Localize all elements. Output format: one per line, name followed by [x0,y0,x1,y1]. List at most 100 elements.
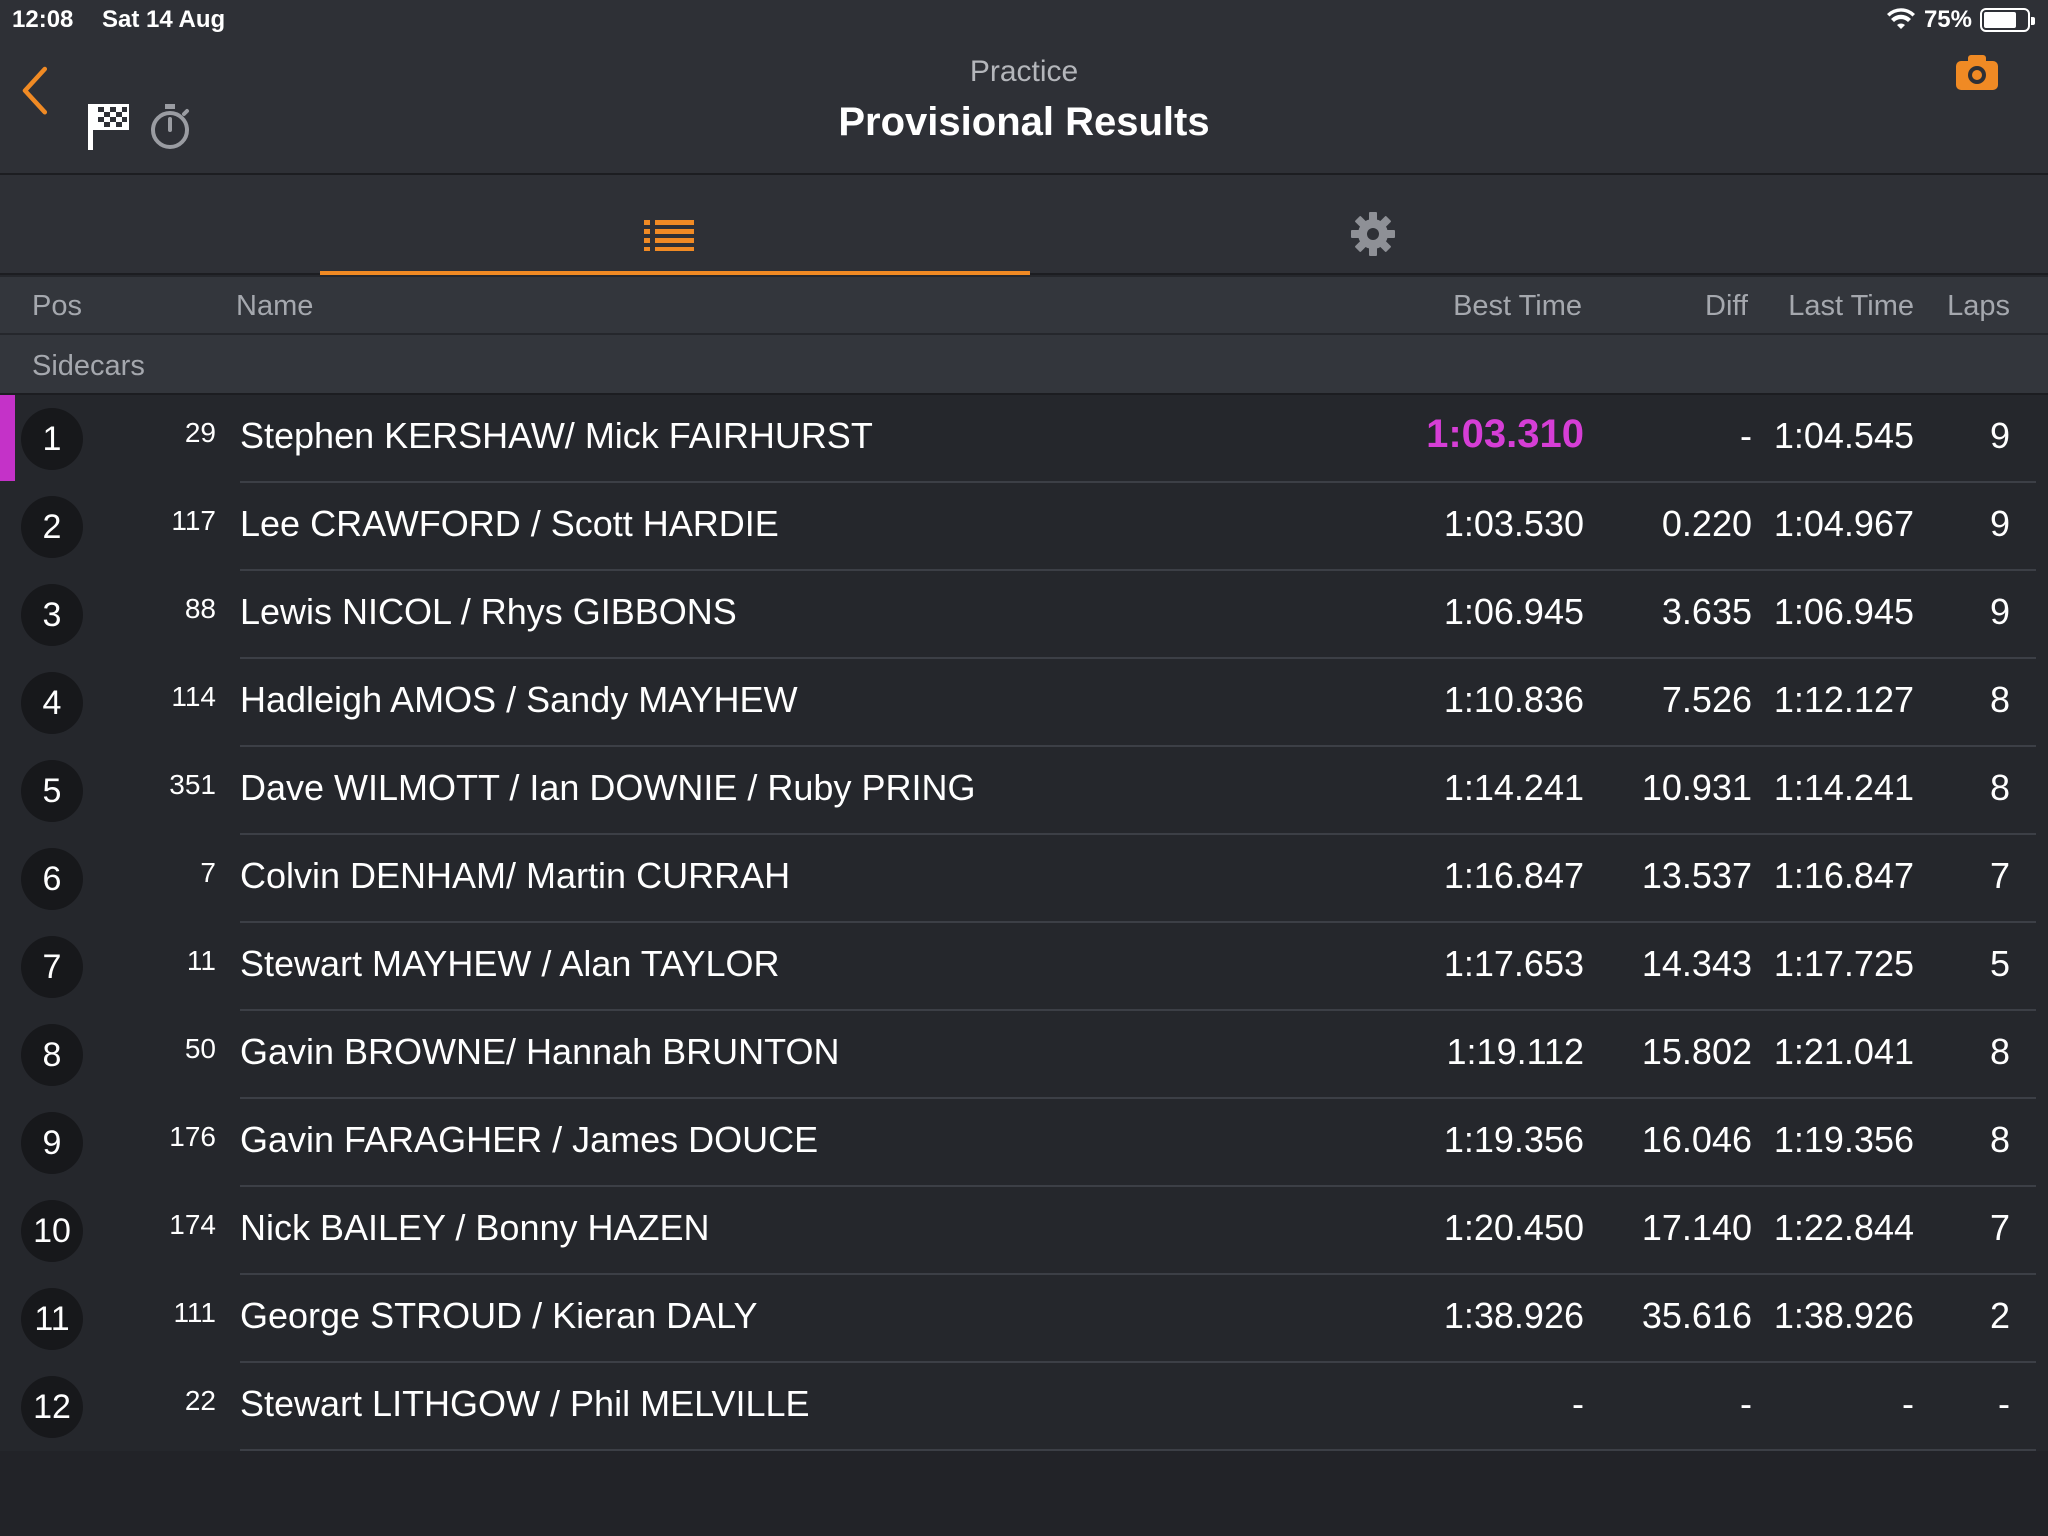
position-badge: 12 [21,1376,83,1438]
class-group-header: Sidecars [0,335,2048,395]
driver-names: George STROUD / Kieran DALY [240,1295,758,1336]
stopwatch-icon[interactable] [148,102,192,152]
driver-names: Lee CRAWFORD / Scott HARDIE [240,503,779,544]
diff-time: 7.526 [1661,679,1752,720]
driver-names: Dave WILMOTT / Ian DOWNIE / Ruby PRING [240,767,976,808]
page-subtitle: Practice [969,55,1079,88]
laps-count: 7 [1989,855,2010,896]
table-row[interactable]: 5 351 Dave WILMOTT / Ian DOWNIE / Ruby PRI… [0,747,2048,835]
laps-count: 9 [1989,415,2010,456]
driver-names: Hadleigh AMOS / Sandy MAYHEW [240,679,798,720]
table-row[interactable]: 12 22 Stewart LITHGOW / Phil MELVILLE - - - - [0,1363,2048,1451]
header: Practice Provisional Results [0,40,2048,175]
diff-time: 3.635 [1661,591,1752,632]
driver-names: Gavin BROWNE/ Hannah BRUNTON [240,1031,840,1072]
diff-time: 14.343 [1641,943,1752,984]
status-date: Sat 14 Aug [102,6,226,33]
last-time: 1:12.127 [1773,679,1914,720]
car-number: 7 [200,857,216,888]
table-row[interactable]: 4 114 Hadleigh AMOS / Sandy MAYHEW 1:10.836… [0,659,2048,747]
tab-results-list[interactable] [320,175,1030,275]
best-time: 1:19.356 [1443,1119,1584,1160]
checkered-flag-icon[interactable] [86,100,132,152]
last-time: 1:38.926 [1773,1295,1914,1336]
car-number: 111 [173,1297,216,1328]
diff-time: 17.140 [1641,1207,1752,1248]
position-badge: 11 [21,1288,83,1350]
diff-time: 15.802 [1641,1031,1752,1072]
car-number: 351 [169,769,216,800]
battery-percent: 75% [1923,6,1972,33]
page-title: Provisional Results [838,100,1210,144]
laps-count: 9 [1989,503,2010,544]
status-right: 75% [1886,6,2035,34]
diff-time: 0.220 [1661,503,1752,544]
col-name: Name [236,290,314,322]
laps-count: 5 [1989,943,2010,984]
table-row[interactable]: 11 111 George STROUD / Kieran DALY 1:38.926… [0,1275,2048,1363]
best-time: 1:17.653 [1443,943,1584,984]
driver-names: Lewis NICOL / Rhys GIBBONS [240,591,737,632]
table-row[interactable]: 2 117 Lee CRAWFORD / Scott HARDIE 1:03.530 0… [0,483,2048,571]
best-time: 1:10.836 [1443,679,1584,720]
last-time: 1:17.725 [1773,943,1914,984]
table-row[interactable]: 3 88 Lewis NICOL / Rhys GIBBONS 1:06.945 3.6… [0,571,2048,659]
best-time: 1:20.450 [1443,1207,1584,1248]
col-pos: Pos [32,290,82,322]
position-badge: 3 [21,584,83,646]
car-number: 50 [184,1033,216,1064]
laps-count: 7 [1989,1207,2010,1248]
best-time: 1:06.945 [1443,591,1584,632]
position-badge: 1 [21,408,83,470]
car-number: 117 [171,505,216,536]
laps-count: 8 [1989,679,2010,720]
last-time: 1:19.356 [1773,1119,1914,1160]
tab-settings[interactable] [1030,175,1730,275]
laps-count: 8 [1989,767,2010,808]
car-number: 88 [184,593,216,624]
back-button[interactable] [16,60,56,120]
car-number: 174 [169,1209,216,1240]
diff-time: 16.046 [1641,1119,1752,1160]
best-time: 1:14.241 [1443,767,1584,808]
position-badge: 2 [21,496,83,558]
last-time: 1:22.844 [1773,1207,1914,1248]
last-time: 1:04.545 [1773,415,1914,456]
car-number: 176 [169,1121,216,1152]
tab-bar [0,175,2048,275]
status-bar: 12:08 Sat 14 Aug 75% [0,0,2048,40]
results-list: 1 29 Stephen KERSHAW/ Mick FAIRHURST 1:03.3… [0,395,2048,1451]
last-time: 1:06.945 [1773,591,1914,632]
wifi-icon [1886,8,1915,29]
position-badge: 10 [21,1200,83,1262]
last-time: 1:16.847 [1773,855,1914,896]
best-time: 1:19.112 [1446,1031,1584,1072]
driver-names: Nick BAILEY / Bonny HAZEN [240,1207,710,1248]
laps-count: - [1998,1383,2010,1424]
footer-area [0,1451,2048,1536]
diff-time: 10.931 [1641,767,1752,808]
table-row[interactable]: 1 29 Stephen KERSHAW/ Mick FAIRHURST 1:03.3… [0,395,2048,483]
diff-time: - [1740,415,1752,456]
best-time: - [1572,1383,1584,1424]
best-time: 1:03.530 [1443,503,1584,544]
best-time: 1:16.847 [1443,855,1584,896]
table-row[interactable]: 7 11 Stewart MAYHEW / Alan TAYLOR 1:17.653 1… [0,923,2048,1011]
camera-button[interactable] [1954,52,2000,92]
table-row[interactable]: 8 50 Gavin BROWNE/ Hannah BRUNTON 1:19.112 1… [0,1011,2048,1099]
position-badge: 4 [21,672,83,734]
camera-icon [1956,55,1998,90]
table-row[interactable]: 10 174 Nick BAILEY / Bonny HAZEN 1:20.450 17… [0,1187,2048,1275]
diff-time: 35.616 [1641,1295,1752,1336]
chevron-left-icon [22,66,48,115]
laps-count: 2 [1989,1295,2010,1336]
driver-names: Colvin DENHAM/ Martin CURRAH [240,855,791,896]
table-row[interactable]: 9 176 Gavin FARAGHER / James DOUCE 1:19.356… [0,1099,2048,1187]
table-row[interactable]: 6 7 Colvin DENHAM/ Martin CURRAH 1:16.847 13… [0,835,2048,923]
driver-names: Gavin FARAGHER / James DOUCE [240,1119,819,1160]
column-header: Pos Name Best Time Diff Last Time Laps [0,277,2048,335]
last-time: 1:21.041 [1773,1031,1914,1072]
driver-names: Stewart LITHGOW / Phil MELVILLE [240,1383,810,1424]
battery-fill [1984,12,2016,28]
